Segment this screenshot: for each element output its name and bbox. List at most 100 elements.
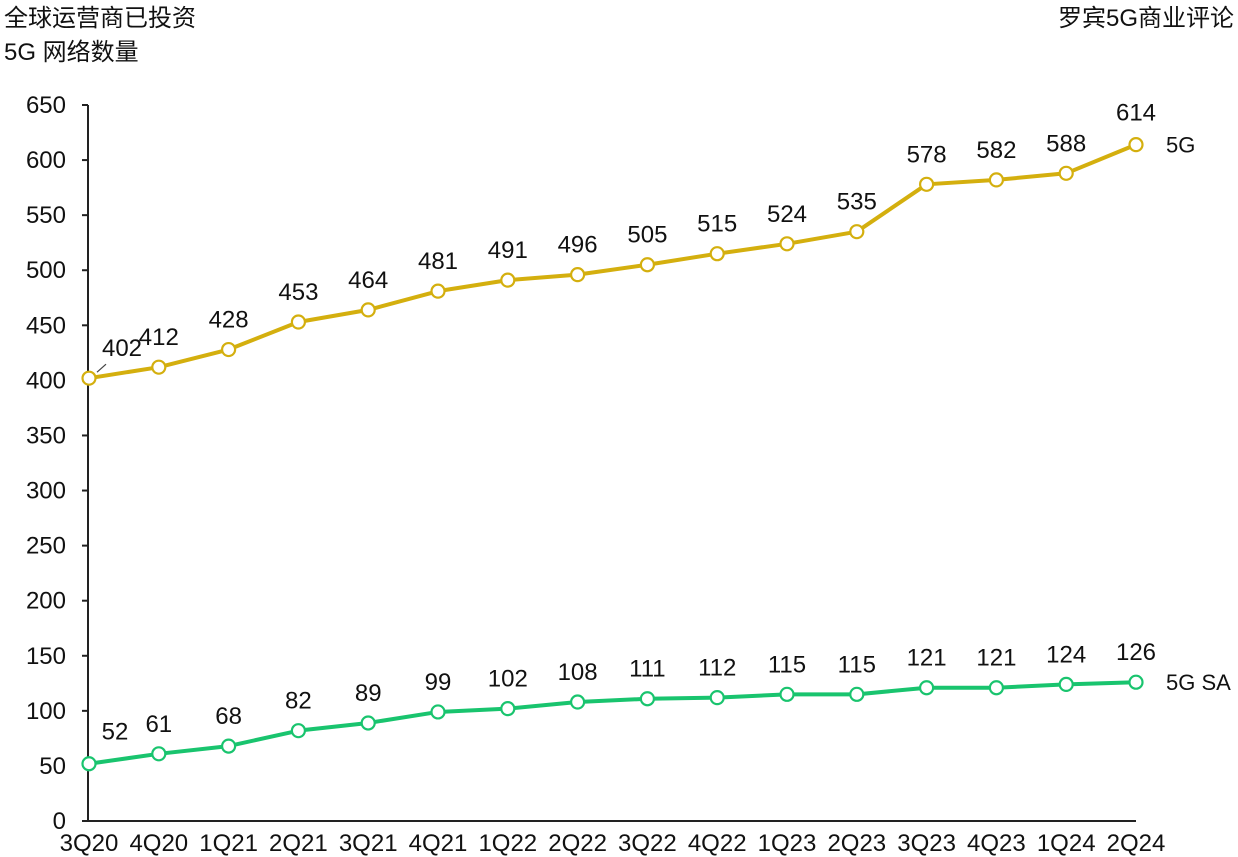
data-label: 578 [907,141,947,168]
data-point [849,686,865,702]
x-tick-label: 4Q20 [129,830,188,857]
x-tick-label: 1Q22 [478,830,537,857]
data-label: 491 [488,237,528,264]
data-point [500,701,516,717]
series-line-5g [88,142,1137,381]
data-point [639,257,656,273]
data-label: 453 [278,279,318,306]
data-point [500,272,516,288]
x-tick-label: 4Q22 [688,830,747,857]
data-point [221,738,237,754]
data-label: 515 [697,211,737,238]
y-tick-label: 450 [26,312,66,339]
data-point [290,723,306,739]
data-point [1058,165,1074,181]
data-label: 412 [139,324,179,351]
data-label: 481 [418,248,458,275]
y-tick-label: 500 [26,257,66,284]
x-tick-label: 2Q23 [827,830,886,857]
data-label: 614 [1116,100,1156,127]
data-point [569,694,586,710]
data-point [1058,676,1074,693]
x-tick-label: 1Q24 [1037,830,1096,857]
y-tick-label: 400 [26,367,66,394]
label-leader-line [96,363,107,373]
data-point [430,704,446,720]
data-label: 524 [767,201,807,228]
data-point [1128,674,1144,690]
data-point [639,691,656,707]
y-tick-label: 300 [26,478,66,505]
y-tick-label: 200 [26,588,66,615]
data-label: 464 [348,267,388,294]
x-tick-label: 2Q22 [548,830,607,857]
y-tick-label: 600 [26,147,66,174]
data-point [709,246,725,262]
axes: 0 50 100 150 200 250 300 350 400 450 500 550 600 650 3… [26,92,1165,857]
data-label: 61 [145,711,172,738]
x-tick-label: 1Q23 [758,830,817,857]
data-point [1128,137,1144,153]
data-point [151,359,167,375]
chart-title: 全球运营商已投资 5G 网络数量 [4,5,196,66]
y-tick-label: 0 [53,808,66,835]
data-label: 112 [698,655,736,682]
data-point [360,715,376,731]
x-tick-label: 4Q23 [967,830,1026,857]
x-tick-label: 3Q20 [60,830,119,857]
series-line-5g-sa [88,680,1137,766]
data-label: 115 [838,651,876,678]
data-label: 115 [768,651,806,678]
series-lines [88,142,1137,766]
data-label: 402 [102,335,142,362]
data-point [918,680,935,696]
data-point [709,690,725,706]
y-tick-label: 100 [26,698,66,725]
y-tick-label: 650 [26,92,66,119]
series-name-label: 5G SA [1166,670,1231,695]
x-tick-label: 3Q21 [339,830,398,857]
series-name-label: 5G [1166,133,1195,158]
x-tick-label: 3Q23 [897,830,956,857]
data-label: 82 [285,688,312,715]
data-point [360,302,376,318]
data-label: 99 [425,669,452,696]
data-label: 102 [488,666,528,693]
data-point [81,370,97,386]
data-point [151,746,167,762]
data-label: 111 [629,656,665,683]
data-point [430,283,446,299]
data-label: 108 [558,659,598,686]
data-label: 124 [1046,641,1086,668]
y-tick-label: 350 [26,422,66,449]
x-tick-label: 2Q21 [269,830,328,857]
data-label: 496 [558,232,598,259]
data-point [849,224,865,240]
series-points [81,137,1144,772]
data-label: 52 [102,719,129,746]
data-point [779,236,795,252]
x-tick-label: 3Q22 [618,830,677,857]
y-tick-label: 250 [26,533,66,560]
data-label: 68 [215,703,242,730]
data-point [988,680,1005,696]
data-label: 126 [1116,639,1156,666]
data-point [221,341,237,358]
data-point [918,176,935,192]
data-point [779,686,795,702]
data-label: 428 [209,307,249,334]
data-label: 582 [976,137,1016,164]
data-label: 505 [627,222,667,249]
x-tick-label: 1Q21 [199,830,258,857]
data-label: 535 [837,189,877,216]
data-label: 121 [907,645,947,672]
data-label: 89 [355,680,382,707]
y-tick-label: 50 [39,753,66,780]
x-tick-label: 2Q24 [1107,830,1166,857]
y-tick-label: 550 [26,202,66,229]
chart-source: 罗宾5G商业评论 [1057,5,1234,32]
x-tick-label: 4Q21 [409,830,468,857]
data-point [569,267,586,283]
